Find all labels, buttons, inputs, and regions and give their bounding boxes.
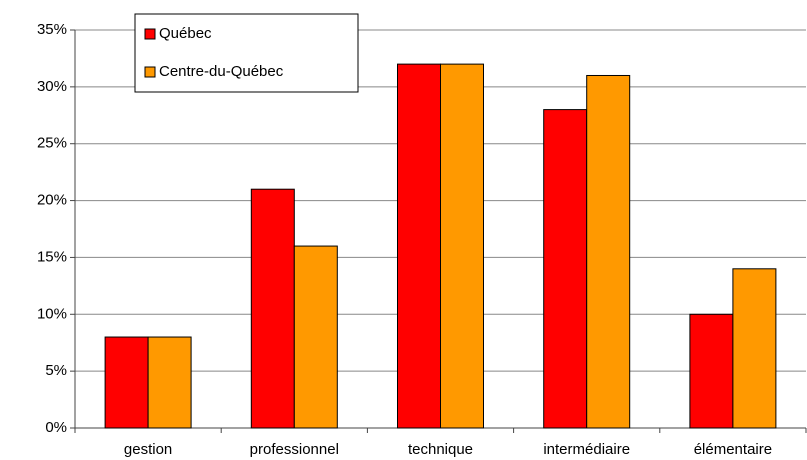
y-tick-label: 25% <box>37 135 67 152</box>
y-tick-label: 0% <box>45 419 67 436</box>
legend-label: Québec <box>159 25 212 42</box>
x-tick-label: élémentaire <box>694 441 772 458</box>
legend-box <box>134 13 359 93</box>
x-tick-label: gestion <box>124 441 172 458</box>
bar <box>397 63 441 429</box>
bar <box>586 74 631 429</box>
bar <box>440 63 484 429</box>
x-tick-label: professionnel <box>250 441 339 458</box>
bar <box>732 268 777 429</box>
legend-label: Centre-du-Québec <box>159 63 284 80</box>
bar <box>104 336 149 429</box>
y-tick-label: 5% <box>45 362 67 379</box>
y-tick-label: 10% <box>37 305 67 322</box>
legend-swatch <box>144 66 156 78</box>
bar <box>250 188 295 429</box>
x-tick-label: intermédiaire <box>543 441 630 458</box>
bar <box>543 109 588 429</box>
y-tick-label: 30% <box>37 78 67 95</box>
bar <box>147 336 192 429</box>
y-tick-label: 15% <box>37 248 67 265</box>
y-tick-label: 35% <box>37 21 67 38</box>
bar <box>689 313 734 429</box>
legend-swatch <box>144 28 156 40</box>
y-tick-label: 20% <box>37 192 67 209</box>
x-tick-label: technique <box>408 441 473 458</box>
bar <box>293 245 338 429</box>
